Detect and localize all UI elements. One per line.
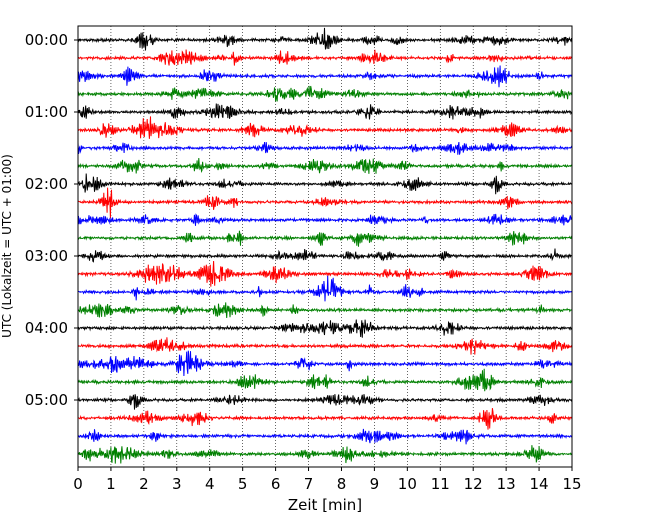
x-tick-label: 4 [205,475,215,493]
x-tick-label: 11 [431,475,450,493]
y-axis-label: UTC (Lokalzeit = UTC + 01:00) [0,154,14,338]
x-tick-label: 2 [139,475,149,493]
trace-0545 [77,445,573,464]
trace-0500 [77,394,573,410]
x-tick-label: 15 [562,475,581,493]
y-tick-label: 01:00 [25,103,68,121]
x-axis-ticks: 0 1 2 3 4 5 6 7 8 9 10 11 12 13 14 15 [73,467,582,493]
trace-0045 [77,85,573,102]
trace-0515 [77,408,573,430]
trace-0030 [77,65,573,88]
x-tick-label: 12 [464,475,483,493]
trace-0015 [77,49,573,66]
y-tick-label: 00:00 [25,31,68,49]
trace-0445 [77,368,573,392]
x-tick-label: 5 [238,475,248,493]
trace-0215 [77,187,573,219]
x-tick-label: 7 [304,475,314,493]
trace-0415 [77,337,573,355]
trace-0145 [77,158,573,174]
trace-0330 [77,275,573,302]
x-tick-label: 1 [106,475,116,493]
trace-group [77,27,573,464]
x-tick-label: 6 [271,475,281,493]
trace-0115 [77,116,573,139]
x-tick-label: 8 [337,475,347,493]
trace-0245 [77,230,573,247]
y-tick-label: 02:00 [25,175,68,193]
trace-0345 [77,302,573,319]
x-tick-label: 14 [530,475,549,493]
y-tick-label: 04:00 [25,319,68,337]
trace-0130 [77,141,573,155]
trace-0230 [77,213,573,226]
x-tick-label: 13 [497,475,516,493]
plot-frame [77,25,573,468]
y-tick-label: 05:00 [25,391,68,409]
trace-0300 [77,248,573,263]
x-tick-label: 10 [398,475,417,493]
trace-0315 [77,261,573,287]
x-tick-label: 0 [73,475,83,493]
x-tick-label: 9 [370,475,380,493]
x-tick-label: 3 [172,475,182,493]
trace-0100 [77,103,573,120]
trace-0000 [77,27,573,51]
trace-0200 [77,173,573,195]
trace-0530 [77,428,573,445]
x-axis-label: Zeit [min] [288,496,362,514]
y-axis-ticks: 00:00 01:00 02:00 03:00 04:00 05:00 [25,31,78,409]
trace-0400 [77,319,573,338]
y-tick-label: 03:00 [25,247,68,265]
trace-0430 [77,350,573,377]
